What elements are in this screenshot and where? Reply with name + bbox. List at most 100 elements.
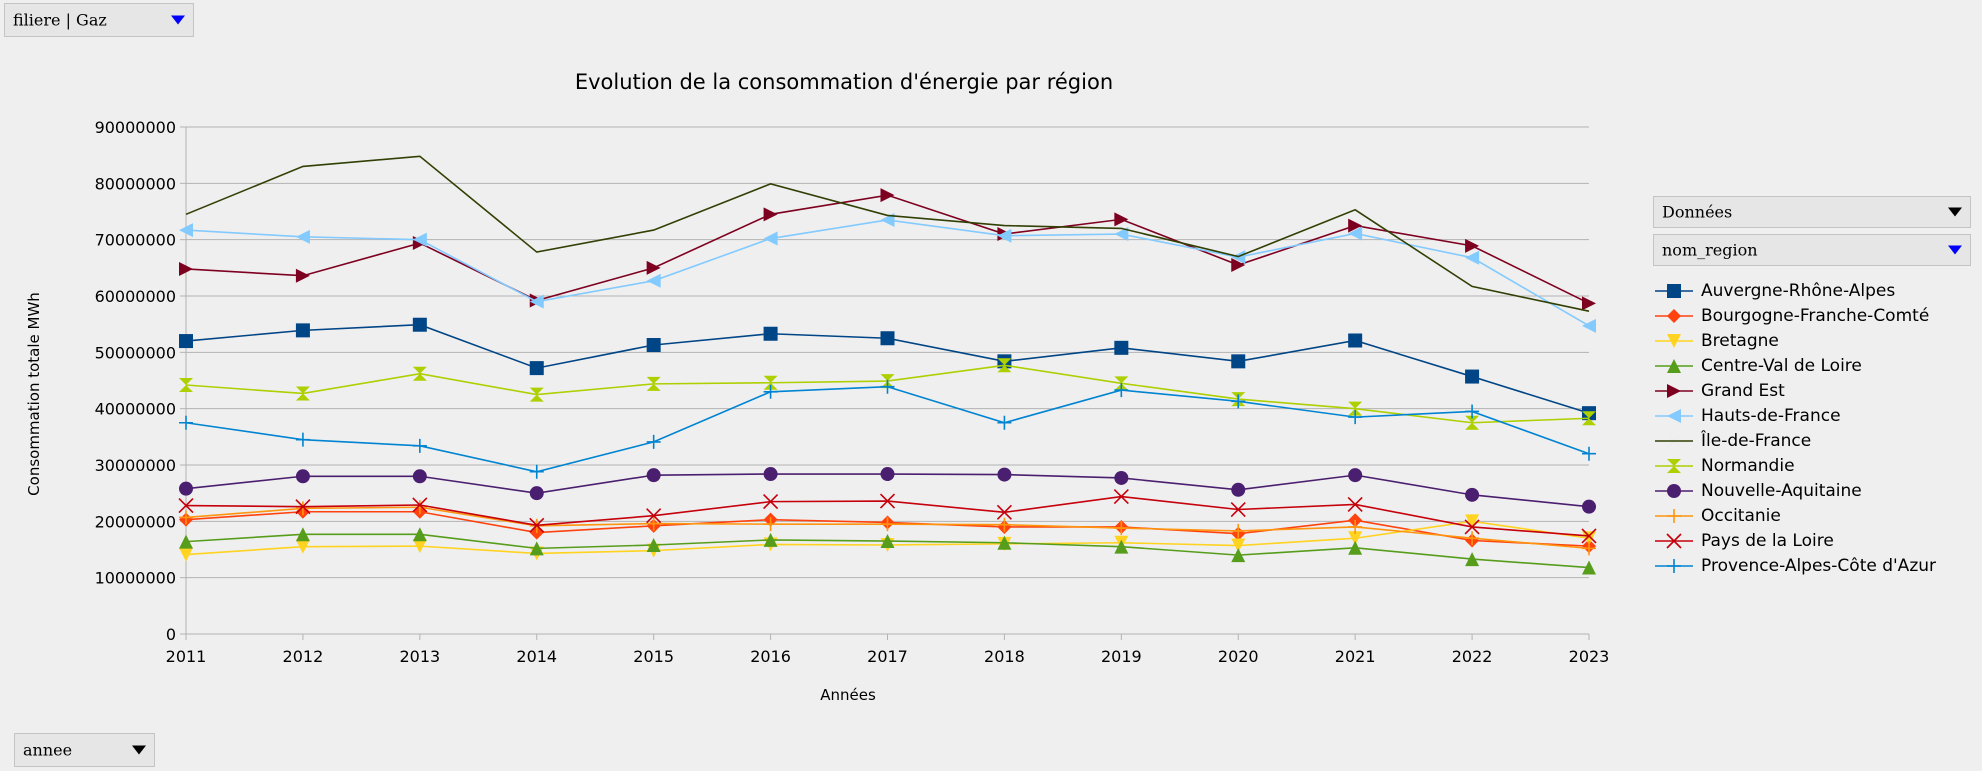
- data-point: [529, 361, 544, 376]
- data-point: [1582, 531, 1596, 546]
- legend-item: Auvergne-Rhône-Alpes: [1655, 278, 1936, 303]
- legend-label: Bourgogne-Franche-Comté: [1701, 305, 1930, 326]
- legend-item: Bretagne: [1655, 328, 1936, 353]
- data-point: [295, 386, 310, 401]
- data-point: [295, 323, 310, 338]
- data-point: [997, 467, 1012, 482]
- legend-swatch: [1655, 308, 1693, 323]
- series-layer: [178, 149, 1597, 575]
- data-point: [763, 494, 779, 510]
- data-point: [1582, 318, 1596, 333]
- data-point: [1465, 487, 1480, 502]
- data-point: [1114, 340, 1129, 355]
- data-point: [179, 547, 193, 562]
- data-point: [880, 331, 895, 346]
- legend-label: Nouvelle-Aquitaine: [1701, 480, 1862, 501]
- data-point: [179, 207, 193, 222]
- data-point: [1231, 249, 1246, 264]
- data-point: [412, 317, 427, 332]
- data-point: [763, 176, 778, 191]
- year-field-label: annee: [23, 740, 73, 760]
- data-point: [1582, 411, 1596, 426]
- legend-swatch: [1655, 458, 1693, 473]
- data-field-dropdown[interactable]: Données: [1653, 196, 1971, 228]
- legend-marker: [1667, 508, 1681, 523]
- legend-marker: [1667, 433, 1681, 448]
- data-point: [646, 537, 661, 552]
- data-point: [1464, 519, 1480, 535]
- data-point: [880, 467, 895, 482]
- data-point: [1582, 499, 1596, 514]
- legend-marker: [1667, 458, 1681, 473]
- x-tick-label: 2018: [984, 647, 1025, 666]
- series-Provence-Alpes-Côte d'Azur: [179, 379, 1596, 479]
- data-point: [1114, 383, 1129, 398]
- chevron-down-icon[interactable]: [1948, 245, 1962, 255]
- data-point: [1465, 415, 1480, 430]
- x-tick-label: 2021: [1335, 647, 1376, 666]
- legend-swatch: [1655, 383, 1693, 398]
- x-tick-label: 2022: [1452, 647, 1493, 666]
- legend-item: Nouvelle-Aquitaine: [1655, 478, 1936, 503]
- data-point: [529, 541, 544, 556]
- data-point: [1231, 548, 1246, 563]
- legend-swatch: [1655, 358, 1693, 373]
- legend-swatch: [1655, 433, 1693, 448]
- legend-marker: [1667, 558, 1681, 573]
- y-tick-label: 70000000: [95, 231, 176, 250]
- chevron-down-icon[interactable]: [1948, 207, 1962, 217]
- legend-label: Centre-Val de Loire: [1701, 355, 1862, 376]
- data-point: [1465, 552, 1480, 567]
- data-point: [646, 468, 661, 483]
- legend-label: Occitanie: [1701, 505, 1781, 526]
- chevron-down-icon[interactable]: [171, 15, 185, 25]
- data-point: [1347, 496, 1363, 512]
- filiere-filter-dropdown[interactable]: filiere | Gaz: [4, 3, 194, 37]
- data-point: [412, 232, 427, 247]
- data-point: [412, 438, 427, 453]
- legend-label: Auvergne-Rhône-Alpes: [1701, 280, 1896, 301]
- data-point: [178, 497, 194, 514]
- data-point: [295, 539, 310, 554]
- data-point: [179, 223, 193, 238]
- data-point: [1465, 369, 1480, 384]
- data-point: [1582, 296, 1596, 311]
- legend-label: Bretagne: [1701, 330, 1779, 351]
- x-tick-label: 2017: [867, 647, 908, 666]
- series-Occitanie: [179, 500, 1596, 556]
- data-point: [1114, 227, 1129, 242]
- data-point: [295, 268, 310, 283]
- y-axis-ticks: 0 10000000 20000000 30000000 40000000 5000000…: [95, 118, 186, 644]
- region-field-dropdown[interactable]: nom_region: [1653, 234, 1971, 266]
- data-point: [997, 535, 1012, 550]
- legend-marker: [1667, 358, 1681, 373]
- data-point: [1231, 482, 1246, 497]
- data-point: [179, 378, 193, 393]
- legend-label: Grand Est: [1701, 380, 1785, 401]
- legend-swatch: [1655, 408, 1693, 423]
- data-point: [879, 493, 896, 509]
- legend-label: Pays de la Loire: [1701, 530, 1834, 551]
- x-axis-label: Années: [820, 686, 876, 704]
- data-point: [1231, 394, 1246, 409]
- data-point: [763, 231, 778, 246]
- y-tick-label: 60000000: [95, 287, 176, 306]
- year-field-dropdown[interactable]: annee: [14, 733, 155, 767]
- data-point: [997, 358, 1012, 373]
- data-point: [646, 260, 661, 275]
- data-point: [295, 159, 310, 174]
- chevron-down-icon[interactable]: [132, 745, 146, 755]
- data-point: [1465, 514, 1480, 529]
- data-point: [997, 415, 1012, 430]
- legend-item: Grand Est: [1655, 378, 1936, 403]
- legend-marker: [1667, 383, 1681, 398]
- legend-marker: [1667, 283, 1681, 298]
- legend-item: Bourgogne-Franche-Comté: [1655, 303, 1936, 328]
- chart-legend: Auvergne-Rhône-Alpes Bourgogne-Franche-Co…: [1655, 278, 1936, 578]
- data-point: [646, 516, 661, 531]
- filiere-filter-label: filiere | Gaz: [13, 10, 107, 30]
- legend-swatch: [1655, 532, 1693, 549]
- x-tick-label: 2019: [1101, 647, 1142, 666]
- region-field-label: nom_region: [1662, 240, 1758, 260]
